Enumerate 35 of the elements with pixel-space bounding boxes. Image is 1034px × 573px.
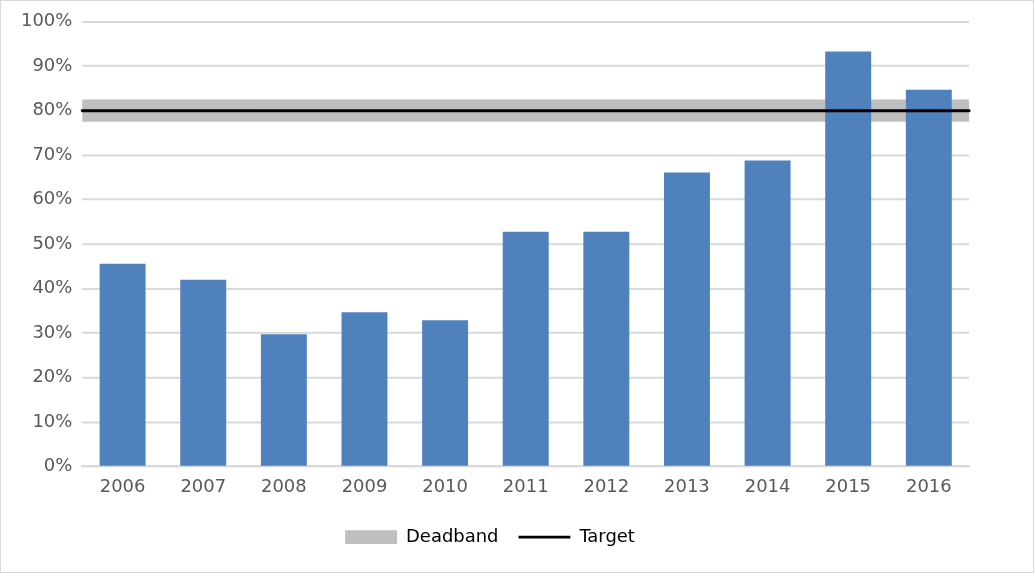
legend-label: Deadband (406, 524, 499, 546)
y-tick-label: 60% (32, 187, 73, 209)
y-tick-label: 0% (43, 454, 73, 476)
y-tick-label: 100% (20, 9, 73, 31)
bar (744, 160, 791, 466)
y-tick-label: 50% (32, 231, 73, 253)
x-tick-label: 2013 (664, 475, 710, 497)
bar (663, 172, 710, 466)
x-tick-label: 2007 (180, 475, 227, 497)
bar (905, 89, 952, 466)
x-tick-label: 2014 (744, 475, 791, 497)
x-tick-label: 2008 (261, 475, 307, 497)
bar (260, 334, 307, 466)
x-tick-label: 2010 (422, 475, 468, 497)
bar (583, 231, 630, 466)
bar (99, 263, 146, 466)
x-tick-label: 2016 (905, 475, 952, 497)
bar (825, 51, 872, 466)
bar (422, 320, 469, 466)
legend-label: Target (578, 524, 635, 546)
bar (502, 231, 549, 466)
y-tick-label: 90% (32, 53, 73, 75)
bar (341, 312, 388, 466)
y-tick-label: 20% (32, 365, 73, 387)
y-tick-label: 70% (32, 142, 73, 164)
x-tick-label: 2011 (502, 475, 549, 497)
y-tick-label: 30% (32, 320, 73, 342)
x-tick-label: 2012 (583, 475, 630, 497)
y-tick-label: 40% (32, 276, 73, 298)
x-tick-label: 2015 (825, 475, 872, 497)
x-tick-label: 2006 (99, 475, 146, 497)
y-tick-label: 80% (32, 98, 73, 120)
x-tick-label: 2009 (341, 475, 388, 497)
y-tick-label: 10% (32, 409, 73, 431)
bar (180, 279, 227, 466)
